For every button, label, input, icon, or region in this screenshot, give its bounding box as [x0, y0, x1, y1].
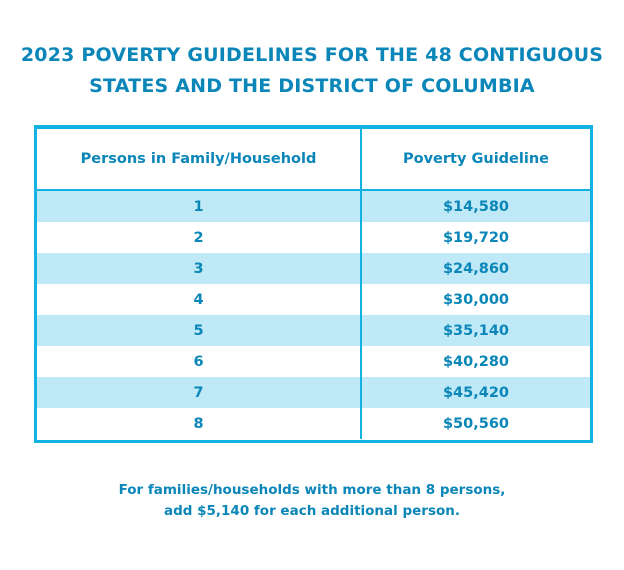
cell-persons: 8 — [37, 408, 362, 439]
cell-guideline: $45,420 — [361, 377, 590, 408]
table-row: 2 $19,720 — [37, 222, 590, 253]
title-line-1: 2023 POVERTY GUIDELINES FOR THE 48 CONTI… — [20, 44, 604, 66]
cell-guideline: $14,580 — [361, 190, 590, 222]
cell-guideline: $30,000 — [442, 291, 510, 308]
footnote-line-2: add $5,140 for each additional person. — [163, 503, 460, 519]
cell-persons: 3 — [37, 253, 362, 284]
table-row: 1 $14,580 — [37, 190, 590, 222]
table-header-row: Persons in Family/Household Poverty Guid… — [37, 129, 590, 191]
guidelines-table: Persons in Family/Household Poverty Guid… — [37, 129, 590, 439]
cell-persons: 1 — [37, 190, 362, 222]
table-row: 6 $40,280 — [37, 346, 590, 377]
table-row: 5 $35,140 — [37, 315, 590, 346]
cell-guideline: $50,560 — [442, 415, 510, 432]
table-row: 3 $24,860 — [37, 253, 590, 284]
cell-guideline: $19,720 — [442, 229, 510, 246]
cell-persons: 5 — [37, 315, 362, 346]
footnote: For families/households with more than 8… — [0, 480, 624, 522]
cell-persons: 4 — [37, 284, 362, 315]
header-guideline: Poverty Guideline — [361, 129, 590, 191]
header-persons: Persons in Family/Household — [37, 129, 362, 191]
cell-persons: 6 — [37, 346, 362, 377]
cell-guideline: $40,280 — [442, 353, 510, 370]
cell-persons: 7 — [37, 377, 362, 408]
table-row: 7 $45,420 — [37, 377, 590, 408]
poverty-guidelines-table: Persons in Family/Household Poverty Guid… — [34, 125, 593, 443]
cell-guideline: $35,140 — [361, 315, 590, 346]
page-title: 2023 POVERTY GUIDELINES FOR THE 48 CONTI… — [0, 40, 624, 102]
title-line-2: STATES AND THE DISTRICT OF COLUMBIA — [89, 75, 535, 97]
table-row: 8 $50,560 — [37, 408, 590, 439]
cell-persons: 2 — [37, 222, 362, 253]
footnote-line-1: For families/households with more than 8… — [118, 482, 506, 498]
table-row: 4 $30,000 — [37, 284, 590, 315]
cell-guideline: $24,860 — [361, 253, 590, 284]
